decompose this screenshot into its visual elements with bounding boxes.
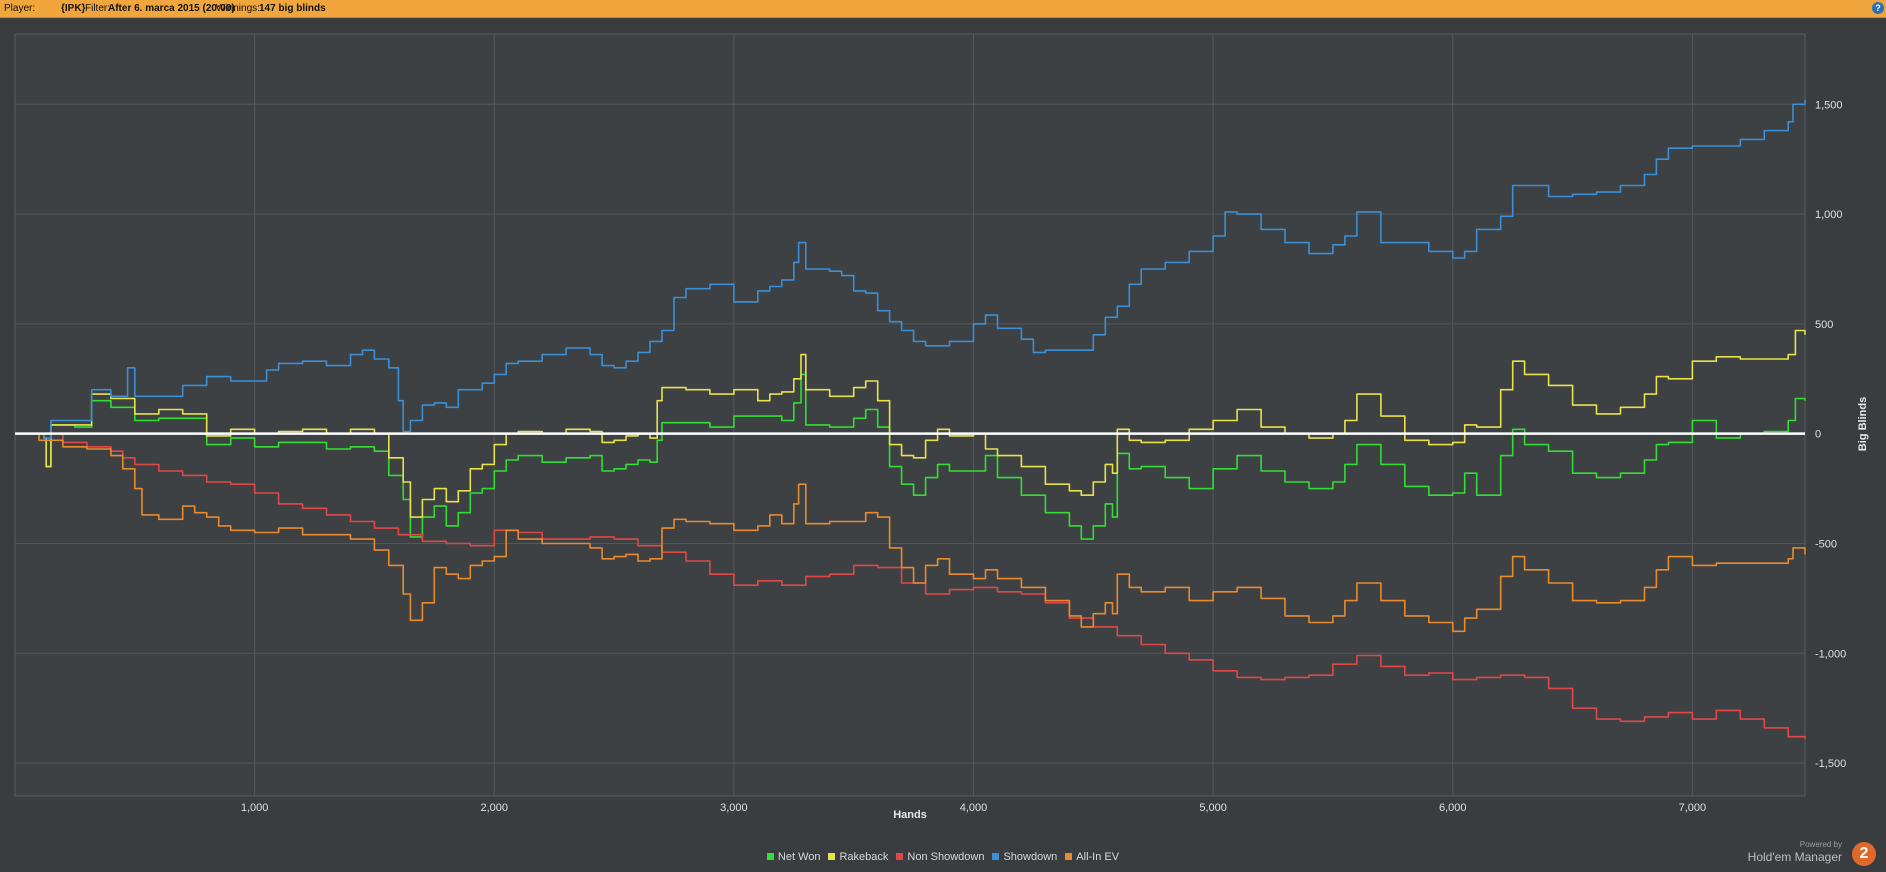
legend-swatch [1065,852,1073,860]
y-tick-label: -1,000 [1815,648,1846,660]
y-tick-label: 500 [1815,319,1833,331]
filter-value[interactable]: After 6. marca 2015 (20:00) [108,3,235,14]
y-tick-label: -500 [1815,538,1837,550]
legend-item-net-won[interactable]: Net Won [766,851,821,863]
legend-swatch [896,852,904,860]
legend-label: Non Showdown [907,851,985,863]
player-label: Player: [4,3,36,14]
filter-label: Filter: [85,3,110,14]
y-axis-label: Big Blinds [1857,397,1869,451]
legend-item-all-in-ev[interactable]: All-In EV [1065,851,1119,863]
y-tick-label: 0 [1815,429,1821,441]
x-tick-label: 3,000 [720,802,748,814]
legend-label: All-In EV [1076,851,1120,863]
x-tick-label: 7,000 [1679,802,1707,814]
filter-bar: Player: {IPK} Filter: After 6. marca 201… [0,0,1886,18]
x-tick-label: 4,000 [960,802,988,814]
series-line-showdown [15,99,1806,439]
x-tick-labels: 1,000 2,000 3,000 4,000 5,000 6,000 7,000 [241,802,1706,814]
y-tick-labels: 1,500 1,000 500 0 -500 -1,000 -1,500 [1815,99,1846,770]
product-name: Hold'em Manager [1747,850,1842,864]
graph-chart: 1,000 2,000 3,000 4,000 5,000 6,000 7,000 1,50… [14,33,1869,821]
series-line-rakeback [15,329,1806,518]
y-tick-label: 1,000 [1815,209,1843,221]
legend-swatch [828,852,836,860]
y-tick-label: -1,500 [1815,758,1846,770]
legend-item-rakeback[interactable]: Rakeback [828,851,888,863]
legend-swatch [992,852,1000,860]
branding: Powered by Hold'em Manager 2 [1728,838,1878,868]
legend-item-showdown[interactable]: Showdown [992,851,1057,863]
legend-label: Showdown [1003,851,1058,863]
help-icon[interactable]: ? [1872,2,1884,14]
legend-label: Rakeback [839,851,889,863]
legend-swatch [766,852,774,860]
series-line-all-in-ev [15,432,1806,633]
x-tick-label: 2,000 [480,802,508,814]
legend-item-non-showdown[interactable]: Non Showdown [896,851,984,863]
x-tick-label: 5,000 [1199,802,1227,814]
x-tick-label: 1,000 [241,802,269,814]
series-lines [15,99,1806,739]
winnings-label: Winnings: [216,3,260,14]
powered-by-text: Powered by [1799,840,1842,849]
winnings-value: 147 big blinds [259,3,326,14]
player-name[interactable]: {IPK} [61,3,86,14]
series-line-net-won [15,373,1806,540]
x-axis-label: Hands [893,809,927,821]
plot-area [14,33,1806,797]
legend-label: Net Won [777,851,821,863]
legend: Net Won Rakeback Non Showdown Showdown All-I… [0,851,1886,865]
hm2-logo-icon: 2 [1852,842,1876,866]
x-tick-label: 6,000 [1439,802,1467,814]
y-tick-label: 1,500 [1815,99,1843,111]
